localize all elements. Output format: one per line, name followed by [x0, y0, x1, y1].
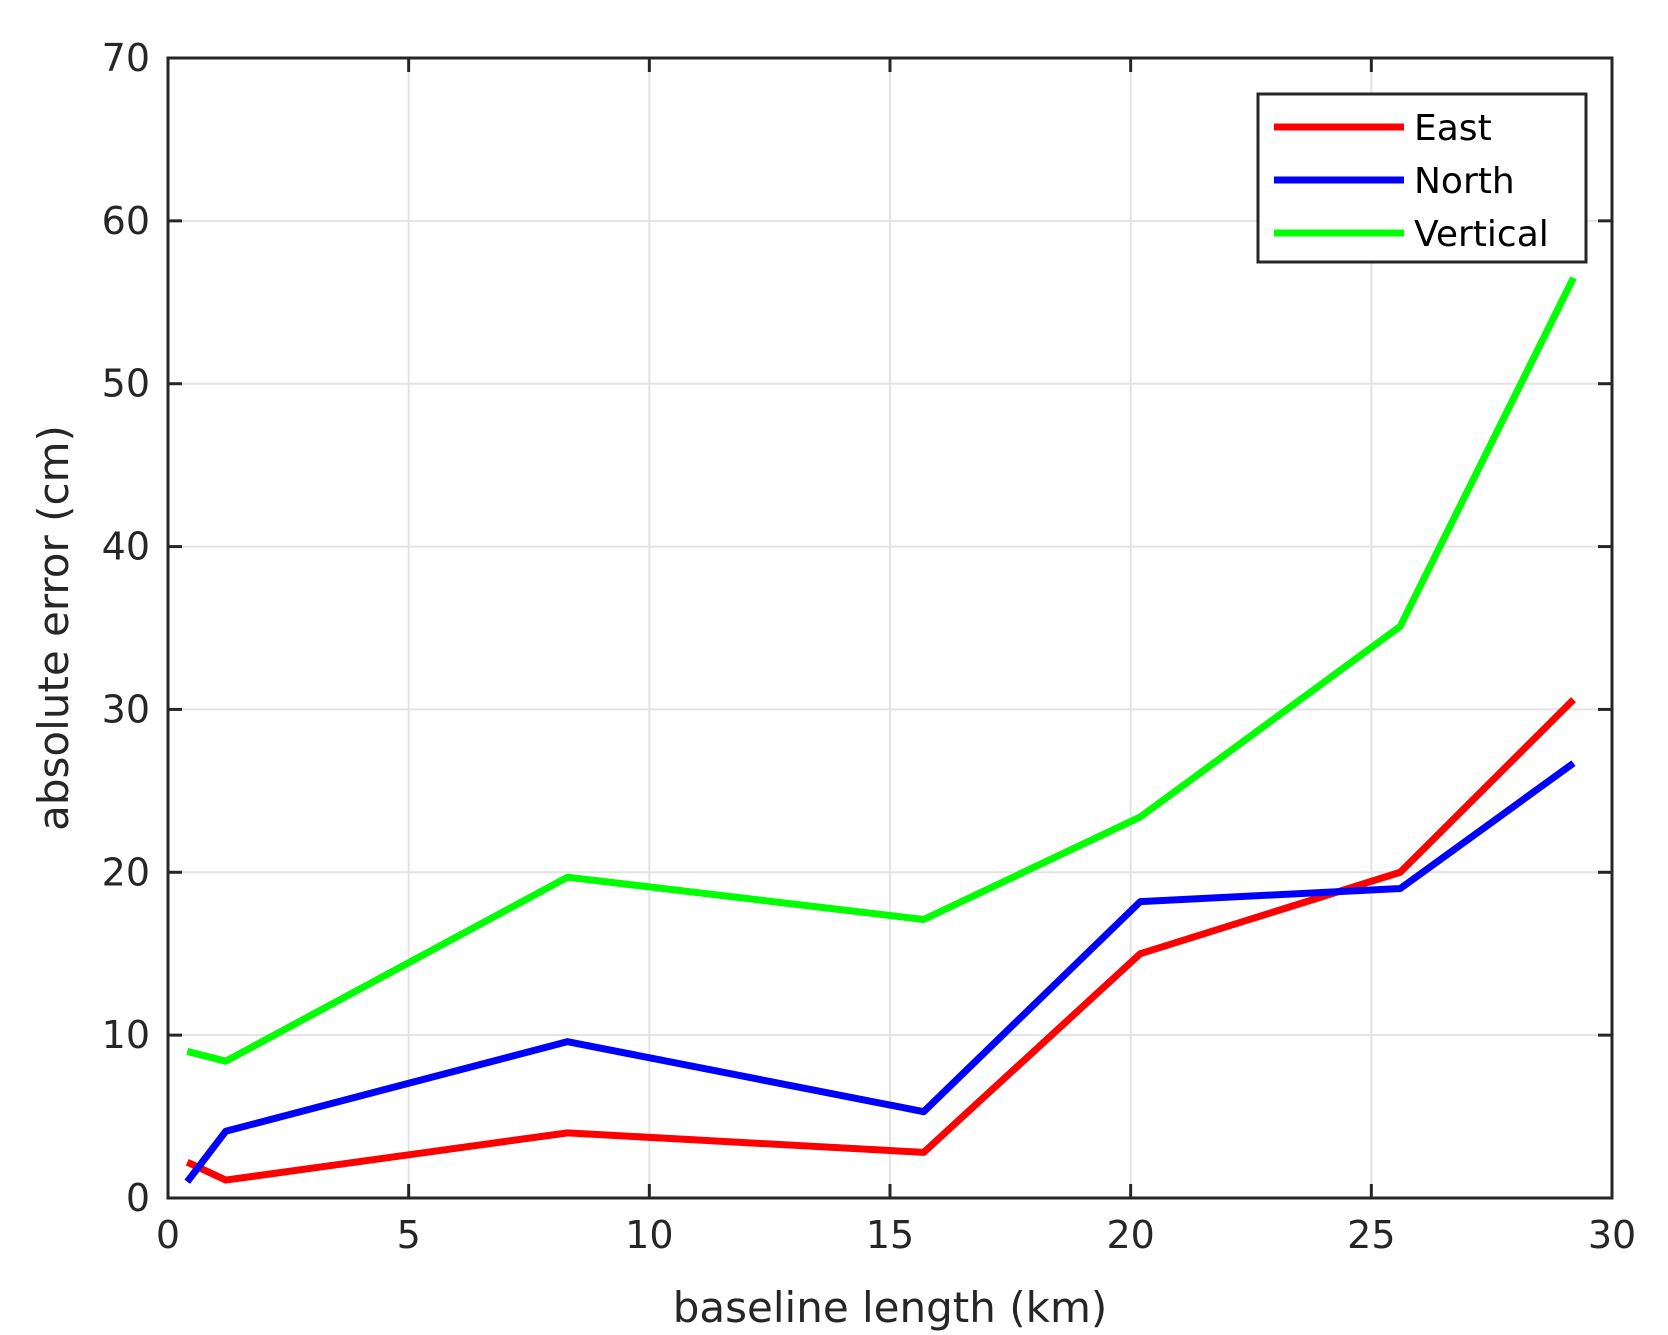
legend-label-east: East — [1414, 108, 1492, 149]
y-tick-label: 40 — [102, 525, 150, 569]
legend-label-vertical: Vertical — [1414, 214, 1549, 255]
x-tick-label: 5 — [397, 1213, 421, 1257]
y-tick-label: 0 — [126, 1176, 150, 1220]
x-tick-label: 15 — [866, 1213, 914, 1257]
x-tick-label: 25 — [1347, 1213, 1395, 1257]
axis-ticks: 0 5 10 15 20 25 30 0 10 20 30 40 50 60 70 — [102, 36, 1637, 1257]
x-tick-label: 0 — [156, 1213, 180, 1257]
y-tick-label: 30 — [102, 687, 150, 731]
y-tick-label: 10 — [102, 1013, 150, 1057]
y-tick-label: 60 — [102, 199, 150, 243]
series-line-north — [184, 760, 1576, 1184]
x-tick-label: 20 — [1106, 1213, 1154, 1257]
y-tick-label: 20 — [102, 850, 150, 894]
x-tick-label: 10 — [625, 1213, 673, 1257]
legend-label-north: North — [1414, 161, 1515, 202]
x-tick-label: 30 — [1588, 1213, 1636, 1257]
series-line-vertical — [186, 276, 1577, 1065]
series-line-east — [185, 697, 1576, 1184]
y-tick-label: 50 — [102, 362, 150, 406]
x-axis-title: baseline length (km) — [673, 1283, 1108, 1332]
series-lines — [184, 276, 1577, 1184]
y-axis-title: absolute error (cm) — [29, 425, 78, 831]
y-tick-label: 70 — [102, 36, 150, 80]
legend: East North Vertical — [1256, 92, 1588, 264]
